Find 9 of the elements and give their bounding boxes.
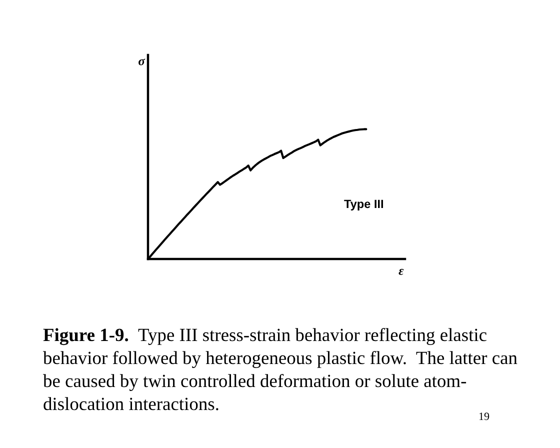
text: σ — [138, 58, 146, 66]
text: be caused by twin controlled deformation or solute atom- — [43, 374, 466, 391]
annotation: Type III — [344, 200, 383, 210]
text: dislocation interactions. — [44, 397, 218, 410]
text: behavior followed by heterogeneous plastic flow. The latter can — [43, 350, 518, 368]
caption: Figure 1-9. — [43, 328, 128, 346]
text: Type III stress-strain behavior reflecting elastic — [138, 328, 486, 345]
text: 19 — [479, 412, 490, 420]
x-axis-title: ε — [398, 268, 404, 275]
